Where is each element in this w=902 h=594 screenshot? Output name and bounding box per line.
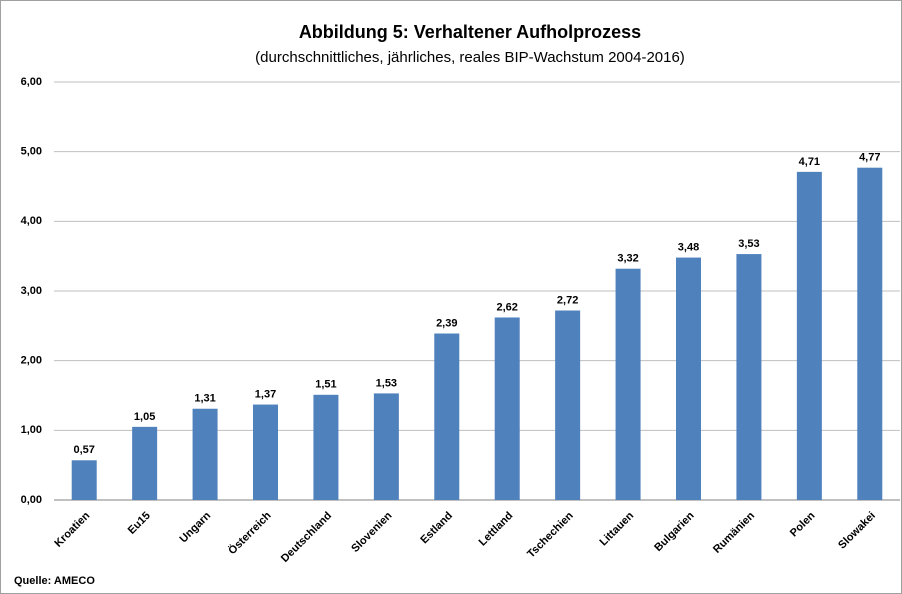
bar: [434, 333, 460, 500]
data-label: 3,48: [678, 241, 699, 253]
data-label: 1,51: [315, 379, 336, 391]
data-label: 1,53: [376, 377, 397, 389]
data-label: 2,39: [436, 317, 457, 329]
data-label: 4,71: [799, 156, 820, 168]
y-tick-label: 1,00: [21, 424, 42, 436]
chart-subtitle: (durchschnittliches, jährliches, reales …: [255, 49, 685, 66]
source-note: Quelle: AMECO: [14, 575, 95, 587]
data-label: 4,77: [859, 152, 880, 164]
bar: [253, 404, 278, 500]
data-label: 2,72: [557, 294, 578, 306]
bar: [71, 460, 97, 500]
bar: [373, 393, 399, 500]
data-label: 3,53: [738, 238, 759, 250]
bar: [676, 257, 701, 500]
y-tick-label: 6,00: [21, 76, 42, 88]
data-label: 1,37: [255, 388, 276, 400]
bar: [796, 171, 822, 500]
bar: [736, 254, 762, 500]
y-tick-label: 0,00: [21, 494, 42, 506]
data-label: 0,57: [74, 444, 95, 456]
bar: [615, 268, 641, 500]
data-label: 2,62: [497, 301, 518, 313]
y-tick-label: 5,00: [21, 146, 42, 158]
bar: [132, 426, 158, 500]
bar: [555, 310, 581, 500]
chart-title: Abbildung 5: Verhaltener Aufholprozess: [299, 22, 641, 42]
bar: [494, 317, 520, 500]
data-label: 3,32: [617, 253, 638, 265]
y-tick-label: 3,00: [21, 285, 42, 297]
bar: [857, 167, 883, 500]
data-label: 1,31: [194, 393, 215, 405]
data-label: 1,05: [134, 411, 155, 423]
y-tick-label: 2,00: [21, 355, 42, 367]
bar: [313, 394, 339, 500]
bar: [192, 408, 218, 500]
y-tick-label: 4,00: [21, 215, 42, 227]
